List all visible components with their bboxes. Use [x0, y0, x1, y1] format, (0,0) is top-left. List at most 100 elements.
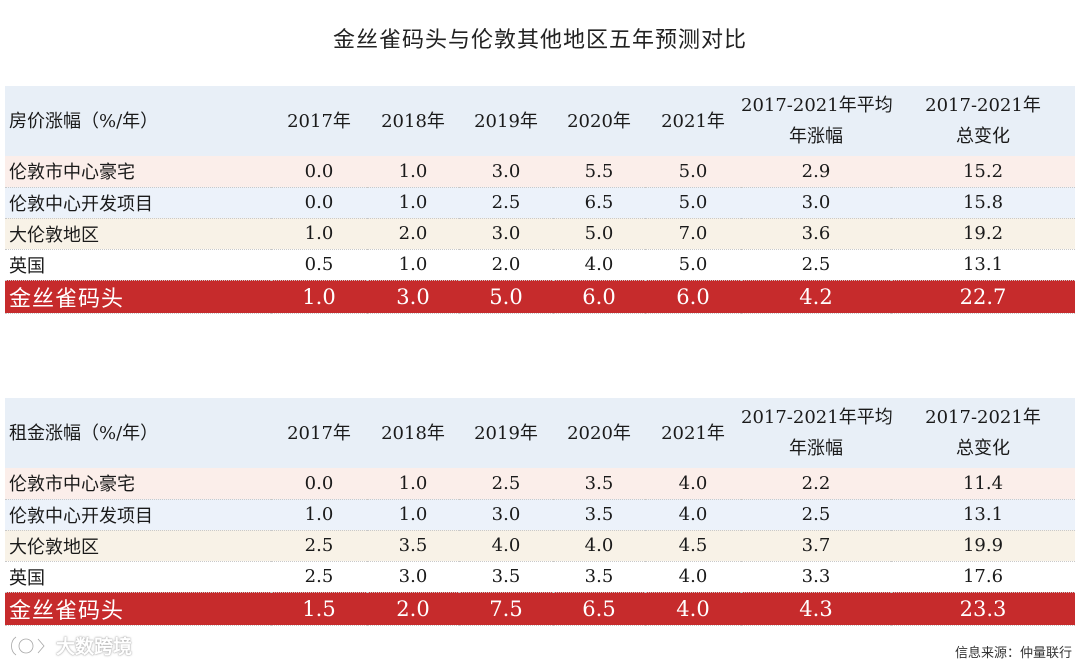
table-cell: 2.2: [801, 472, 831, 494]
column-header: 2020年: [567, 110, 631, 132]
table-cell: 3.5: [491, 566, 521, 587]
table-cell: 1.0: [302, 284, 336, 309]
table-cell: 3.5: [584, 472, 614, 494]
table-cell: 3.0: [801, 192, 831, 213]
table-cell: 6.5: [582, 596, 616, 621]
column-header: 2021年: [661, 422, 725, 444]
row-label: 伦敦中心开发项目: [9, 505, 153, 527]
table-row: 英国 0.5 1.0 2.0 4.0 5.0 2.5 13.1: [5, 249, 1075, 280]
row-label: 大伦敦地区: [9, 224, 99, 246]
table-cell: 2.0: [398, 223, 428, 244]
rent-table: 租金涨幅（%/年） 2017年 2018年 2019年 2020年 2021年 2017-2…: [5, 398, 1075, 626]
table-cell: 13.1: [962, 504, 1004, 525]
column-header: 2019年: [474, 110, 538, 132]
table-cell: 4.5: [678, 535, 708, 556]
row-label: 大伦敦地区: [9, 536, 99, 558]
table-row: 伦敦市中心豪宅 0.0 1.0 2.5 3.5 4.0 2.2 11.4: [5, 468, 1075, 499]
table-cell: 22.7: [959, 284, 1007, 309]
table-row: 英国 2.5 3.0 3.5 3.5 4.0 3.3 17.6: [5, 561, 1075, 592]
column-header: 2018年: [381, 422, 445, 444]
table-cell: 11.4: [962, 472, 1004, 494]
row-label: 金丝雀码头: [9, 598, 125, 624]
table-cell: 4.0: [491, 535, 521, 556]
table-cell: 1.0: [398, 254, 428, 275]
table-cell: 2.0: [396, 596, 430, 621]
table-cell: 4.0: [584, 254, 614, 275]
row-label: 英国: [9, 567, 45, 589]
column-header: 2020年: [567, 422, 631, 444]
column-header: 2018年: [381, 110, 445, 132]
table-cell: 3.5: [398, 535, 428, 556]
row-label: 英国: [9, 255, 45, 277]
watermark-logo-icon: [10, 635, 46, 656]
column-header: 2017-2021年平均 年涨幅: [741, 407, 893, 459]
table-cell: 1.0: [398, 504, 428, 525]
chart-title: 金丝雀码头与伦敦其他地区五年预测对比: [332, 28, 747, 53]
table-header-row: 房价涨幅（%/年） 2017年 2018年 2019年 2020年 2021年 2017-2…: [5, 86, 1075, 156]
row-label: 伦敦中心开发项目: [9, 193, 153, 215]
table-cell: 7.5: [489, 596, 523, 621]
table-cell: 15.8: [962, 192, 1004, 213]
table-cell: 3.0: [398, 566, 428, 587]
table-cell: 4.0: [678, 566, 708, 587]
table-cell: 5.0: [678, 254, 708, 275]
table-cell: 6.0: [582, 284, 616, 309]
row-label: 伦敦市中心豪宅: [9, 474, 135, 496]
table-cell: 3.0: [491, 223, 521, 244]
table-row: 金丝雀码头 1.5 2.0 7.5 6.5 4.0 4.3 23.3: [5, 592, 1075, 625]
column-header: 2017-2021年 总变化: [925, 95, 1041, 147]
table-cell: 2.0: [491, 254, 521, 275]
table-row: 金丝雀码头 1.0 3.0 5.0 6.0 6.0 4.2 22.7: [5, 280, 1075, 313]
table-cell: 4.2: [799, 284, 833, 309]
table-cell: 4.0: [676, 596, 710, 621]
table-cell: 5.0: [678, 192, 708, 213]
table-cell: 23.3: [959, 596, 1007, 621]
table-cell: 4.0: [584, 535, 614, 556]
table-cell: 3.0: [396, 284, 430, 309]
header-metric-label: 房价涨幅（%/年）: [9, 110, 159, 132]
table-cell: 4.0: [678, 472, 708, 494]
table-cell: 5.5: [584, 160, 614, 182]
table-cell: 0.0: [304, 192, 334, 213]
table-cell: 1.0: [398, 472, 428, 494]
table-cell: 1.0: [304, 504, 334, 525]
column-header: 2017-2021年 总变化: [925, 407, 1041, 459]
table-cell: 0.5: [304, 254, 334, 275]
table-cell: 6.0: [676, 284, 710, 309]
table-cell: 1.0: [304, 223, 334, 244]
table-cell: 4.3: [799, 596, 833, 621]
table-cell: 0.0: [304, 160, 334, 182]
table-row: 大伦敦地区 1.0 2.0 3.0 5.0 7.0 3.6 19.2: [5, 218, 1075, 249]
table-row: 大伦敦地区 2.5 3.5 4.0 4.0 4.5 3.7 19.9: [5, 530, 1075, 561]
table-cell: 1.0: [398, 192, 428, 213]
table-cell: 3.3: [801, 566, 831, 587]
watermark-text: 大数跨境: [56, 636, 133, 658]
table-cell: 1.0: [398, 160, 428, 182]
column-header: 2017年: [287, 422, 351, 444]
header-metric-label: 租金涨幅（%/年）: [9, 422, 159, 444]
row-label: 金丝雀码头: [9, 286, 125, 312]
table-cell: 15.2: [962, 160, 1004, 182]
table-cell: 1.5: [302, 596, 336, 621]
table-cell: 3.0: [491, 504, 521, 525]
table-cell: 5.0: [678, 160, 708, 182]
table-cell: 2.5: [491, 472, 521, 494]
table-cell: 4.0: [678, 504, 708, 525]
table-row: 伦敦中心开发项目 1.0 1.0 3.0 3.5 4.0 2.5 13.1: [5, 499, 1075, 530]
table-cell: 2.5: [304, 566, 334, 587]
table-cell: 3.0: [491, 160, 521, 182]
table-cell: 19.2: [962, 223, 1004, 244]
source-note: 信息来源：仲量联行: [954, 646, 1072, 661]
table-cell: 2.5: [491, 192, 521, 213]
table-cell: 3.6: [801, 223, 831, 244]
column-header: 2019年: [474, 422, 538, 444]
column-header: 2021年: [661, 110, 725, 132]
table-cell: 2.5: [304, 535, 334, 556]
column-header: 2017年: [287, 110, 351, 132]
table-cell: 5.0: [584, 223, 614, 244]
table-cell: 7.0: [678, 223, 708, 244]
table-cell: 5.0: [489, 284, 523, 309]
table-header-row: 租金涨幅（%/年） 2017年 2018年 2019年 2020年 2021年 2017-2…: [5, 398, 1075, 468]
table-cell: 0.0: [304, 472, 334, 494]
table-cell: 17.6: [962, 566, 1004, 587]
